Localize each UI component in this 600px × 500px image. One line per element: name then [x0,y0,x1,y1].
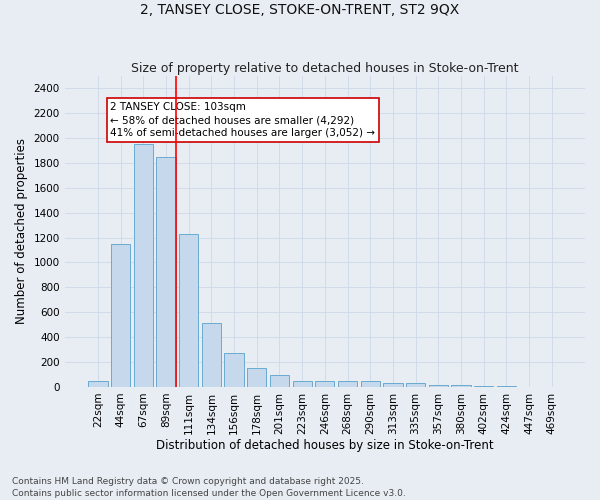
X-axis label: Distribution of detached houses by size in Stoke-on-Trent: Distribution of detached houses by size … [156,440,494,452]
Bar [293,380,312,387]
Bar [451,386,470,387]
Bar [224,354,244,387]
Bar [474,386,493,387]
Bar [497,386,516,387]
Bar [361,382,380,387]
Bar [88,380,107,387]
Bar [338,380,357,387]
Text: 2 TANSEY CLOSE: 103sqm
← 58% of detached houses are smaller (4,292)
41% of semi-: 2 TANSEY CLOSE: 103sqm ← 58% of detached… [110,102,376,138]
Title: Size of property relative to detached houses in Stoke-on-Trent: Size of property relative to detached ho… [131,62,518,74]
Bar [383,382,403,387]
Bar [134,144,153,387]
Bar [315,380,334,387]
Bar [428,384,448,387]
Bar [179,234,199,387]
Text: Contains HM Land Registry data © Crown copyright and database right 2025.
Contai: Contains HM Land Registry data © Crown c… [12,476,406,498]
Bar [202,324,221,387]
Text: 2, TANSEY CLOSE, STOKE-ON-TRENT, ST2 9QX: 2, TANSEY CLOSE, STOKE-ON-TRENT, ST2 9QX [140,2,460,16]
Bar [406,383,425,387]
Bar [111,244,130,387]
Bar [270,375,289,387]
Y-axis label: Number of detached properties: Number of detached properties [15,138,28,324]
Bar [157,156,176,387]
Bar [247,368,266,387]
